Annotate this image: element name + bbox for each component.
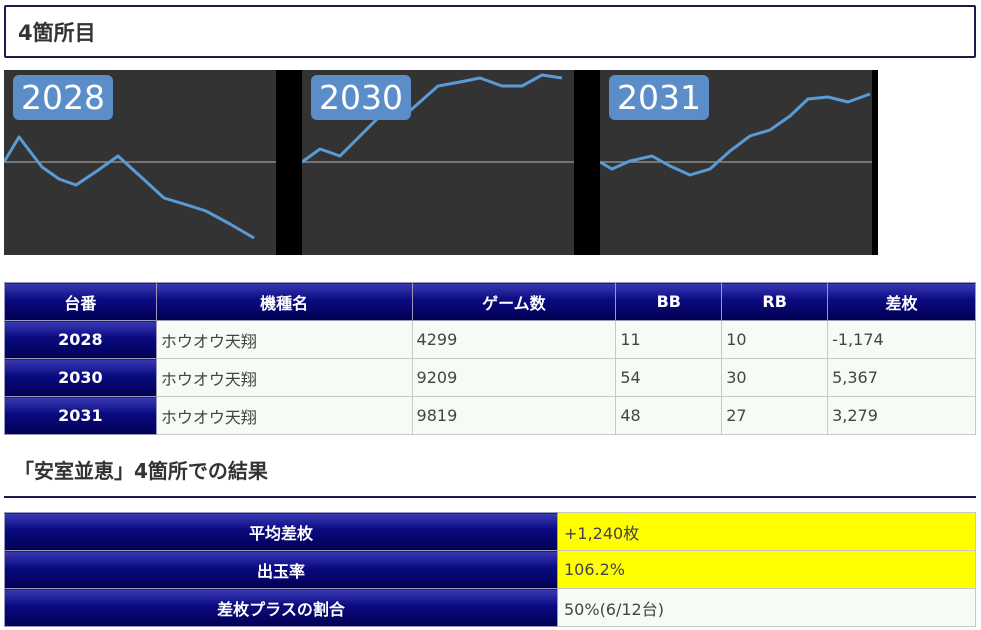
bb-count: 48 xyxy=(615,396,723,435)
graph-2030[interactable]: 2030 xyxy=(302,70,574,255)
rb-count: 27 xyxy=(721,396,829,435)
heading-underline xyxy=(4,496,976,498)
graph-strip: 2028 2030 2031 xyxy=(4,70,878,255)
machine-number: 2031 xyxy=(4,396,157,435)
column-header: 差枚 xyxy=(827,282,976,321)
summary-row: 平均差枚 +1,240枚 xyxy=(4,512,976,551)
section-title: 4箇所目 xyxy=(4,5,976,58)
graph-line xyxy=(600,92,871,177)
machine-number: 2028 xyxy=(4,320,157,359)
table-row: 2030 ホウオウ天翔 9209 54 30 5,367 xyxy=(4,358,976,397)
table-row: 2028 ホウオウ天翔 4299 11 10 -1,174 xyxy=(4,320,976,359)
column-header: 台番 xyxy=(4,282,157,321)
machine-data-table: 台番 機種名 ゲーム数 BB RB 差枚 2028 ホウオウ天翔 4299 11… xyxy=(4,282,976,435)
machine-name: ホウオウ天翔 xyxy=(155,358,413,397)
graph-2031[interactable]: 2031 xyxy=(600,70,872,255)
summary-label: 平均差枚 xyxy=(4,512,558,551)
graph-line xyxy=(4,135,255,240)
graph-2028[interactable]: 2028 xyxy=(4,70,276,255)
result-heading: 「安室並恵」4箇所での結果 xyxy=(14,459,268,483)
table-row: 2031 ホウオウ天翔 9819 48 27 3,279 xyxy=(4,396,976,435)
game-count: 9209 xyxy=(411,358,617,397)
summary-row: 差枚プラスの割合 50%(6/12台) xyxy=(4,588,976,627)
bb-count: 54 xyxy=(615,358,723,397)
payout-rate-value: 106.2% xyxy=(557,550,976,589)
machine-name: ホウオウ天翔 xyxy=(155,320,413,359)
summary-label: 差枚プラスの割合 xyxy=(4,588,558,627)
graph-badge: 2028 xyxy=(13,75,113,120)
graph-badge: 2031 xyxy=(609,75,709,120)
medal-difference: -1,174 xyxy=(827,320,976,359)
section-title-text: 4箇所目 xyxy=(18,20,96,45)
machine-number: 2030 xyxy=(4,358,157,397)
summary-row: 出玉率 106.2% xyxy=(4,550,976,589)
column-header: RB xyxy=(721,282,829,321)
machine-name: ホウオウ天翔 xyxy=(155,396,413,435)
graph-2031-chart xyxy=(600,92,872,177)
column-header: ゲーム数 xyxy=(411,282,617,321)
table-header-row: 台番 機種名 ゲーム数 BB RB 差枚 xyxy=(4,282,976,321)
game-count: 4299 xyxy=(411,320,617,359)
medal-difference: 5,367 xyxy=(827,358,976,397)
column-header: 機種名 xyxy=(155,282,413,321)
graph-line xyxy=(302,73,563,164)
graph-2028-chart xyxy=(4,135,276,240)
game-count: 9819 xyxy=(411,396,617,435)
graph-badge: 2030 xyxy=(311,75,411,120)
rb-count: 30 xyxy=(721,358,829,397)
plus-ratio-value: 50%(6/12台) xyxy=(557,588,976,627)
bb-count: 11 xyxy=(615,320,723,359)
rb-count: 10 xyxy=(721,320,829,359)
medal-difference: 3,279 xyxy=(827,396,976,435)
graph-2030-chart xyxy=(302,73,574,164)
column-header: BB xyxy=(615,282,723,321)
summary-label: 出玉率 xyxy=(4,550,558,589)
average-difference-value: +1,240枚 xyxy=(557,512,976,551)
result-summary-table: 平均差枚 +1,240枚 出玉率 106.2% 差枚プラスの割合 50%(6/1… xyxy=(4,512,976,627)
